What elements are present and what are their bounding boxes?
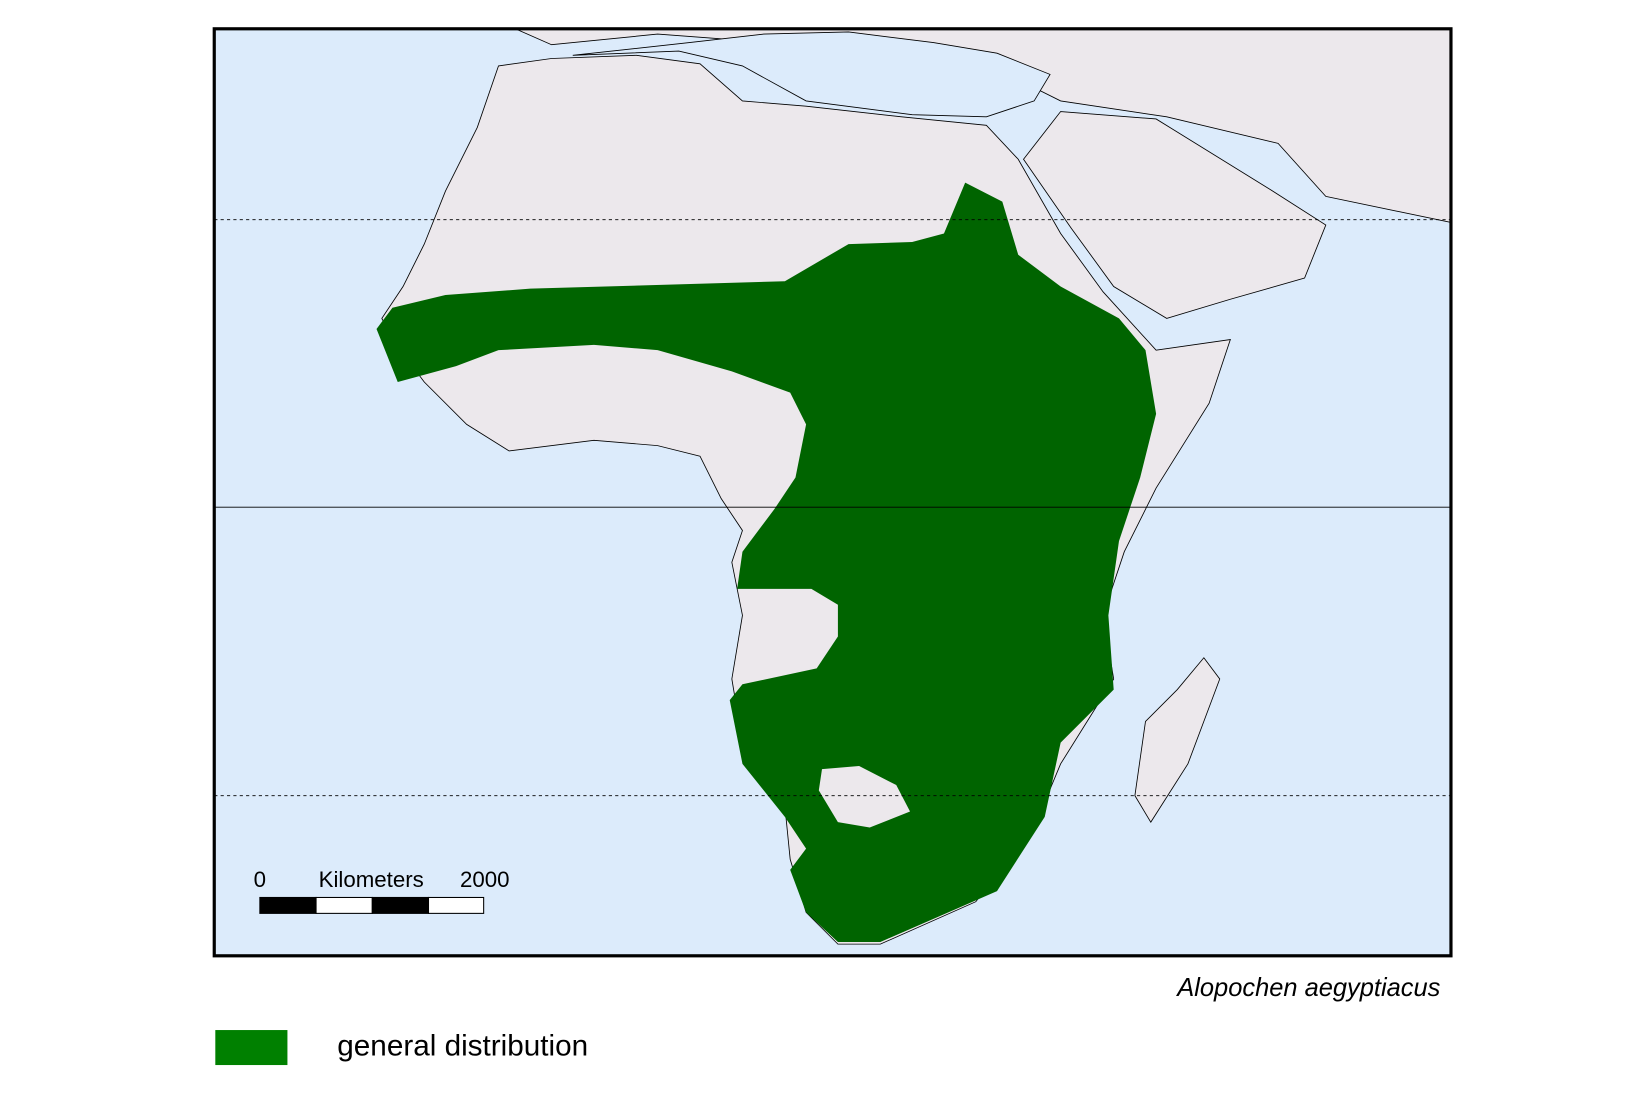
map [214, 28, 1451, 956]
species-caption: Alopochen aegyptiacus [1175, 974, 1440, 1002]
scale-segment [315, 896, 373, 914]
scale-segment [427, 896, 485, 914]
scale-start: 0 [254, 867, 266, 892]
mediterranean [572, 31, 1051, 118]
map-frame [212, 27, 1453, 958]
legend-label: general distribution [337, 1030, 588, 1063]
scale-segment [371, 896, 430, 914]
scale-bar: 0 Kilometers 2000 [254, 867, 510, 914]
arabia [1022, 111, 1327, 319]
madagascar [1134, 657, 1221, 823]
legend-swatch [215, 1030, 288, 1066]
scale-end: 2000 [460, 867, 510, 892]
scale-segment [259, 896, 317, 914]
distribution-range [376, 182, 1157, 943]
scale-unit: Kilometers [319, 867, 424, 892]
